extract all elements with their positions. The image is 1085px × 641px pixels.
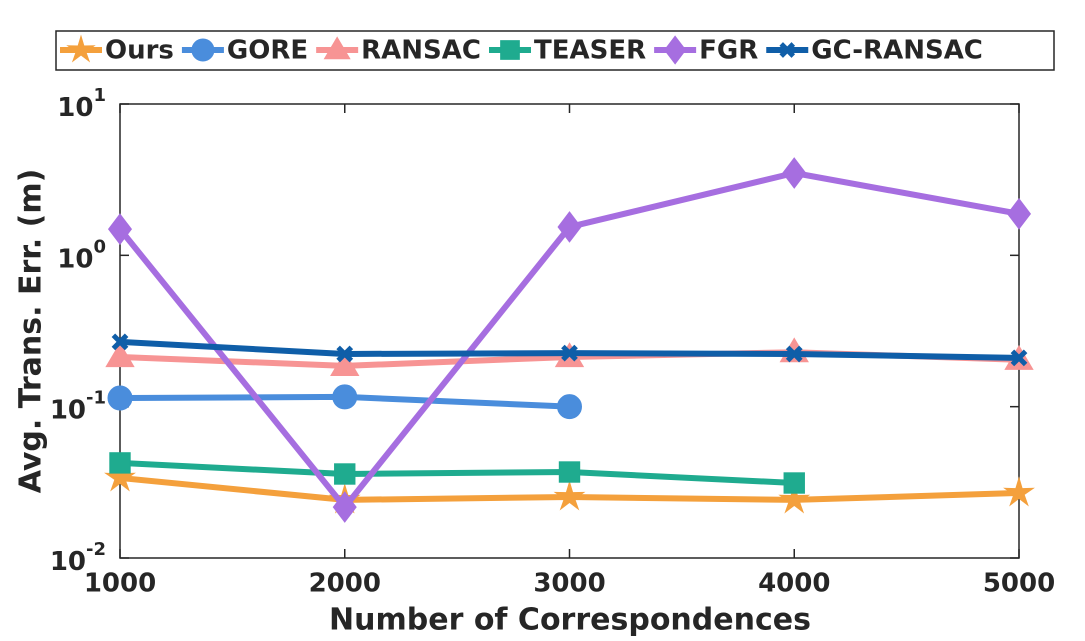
marker (107, 213, 133, 245)
series-line (119, 459, 795, 487)
y-tick-base: 10 (57, 244, 93, 274)
x-tick-label: 4000 (758, 569, 830, 599)
marker (557, 211, 582, 243)
x-axis-label: Number of Correspondences (329, 603, 811, 638)
marker (1006, 198, 1032, 230)
legend-marker (664, 35, 687, 65)
y-tick-exponent: -2 (86, 539, 106, 560)
marker (783, 472, 805, 494)
legend-marker (323, 36, 351, 60)
marker (330, 351, 360, 376)
y-tick-base: 10 (50, 547, 86, 577)
x-tick-label: 3000 (533, 569, 605, 599)
marker (332, 491, 357, 523)
marker (334, 463, 356, 485)
marker (553, 480, 586, 511)
marker (109, 452, 131, 474)
y-tick-label: 10-2 (50, 539, 106, 577)
marker (558, 461, 581, 483)
y-tick-label: 10-1 (50, 388, 106, 426)
legend-label: RANSAC (361, 36, 481, 66)
y-tick-base: 10 (57, 93, 93, 123)
marker (1003, 476, 1035, 507)
y-tick-label: 100 (57, 236, 106, 274)
legend-label: Ours (105, 36, 174, 66)
marker (561, 344, 578, 362)
marker (782, 157, 807, 189)
marker (778, 483, 811, 514)
legend-marker (779, 42, 796, 58)
legend-label: GORE (227, 36, 308, 66)
y-tick-label: 101 (57, 85, 106, 123)
marker (336, 345, 354, 363)
legend-marker (500, 40, 520, 60)
marker (107, 385, 133, 411)
marker (557, 394, 582, 420)
legend-label: GC-RANSAC (811, 36, 983, 66)
legend-label: TEASER (534, 36, 646, 66)
x-tick-label: 1000 (84, 569, 156, 599)
x-tick-label: 5000 (983, 569, 1055, 599)
legend-label: FGR (699, 36, 758, 66)
marker (332, 384, 358, 410)
x-tick-label: 2000 (309, 569, 381, 599)
y-tick-exponent: -1 (86, 388, 106, 409)
marker (785, 345, 803, 363)
marker (105, 342, 135, 368)
y-tick-exponent: 0 (93, 236, 106, 257)
y-tick-base: 10 (50, 395, 86, 425)
legend-marker (191, 38, 215, 62)
marker (1010, 349, 1028, 367)
y-axis-label: Avg. Trans. Err. (m) (14, 169, 49, 494)
legend-marker (66, 34, 96, 63)
y-tick-exponent: 1 (93, 85, 106, 106)
marker (111, 333, 129, 351)
